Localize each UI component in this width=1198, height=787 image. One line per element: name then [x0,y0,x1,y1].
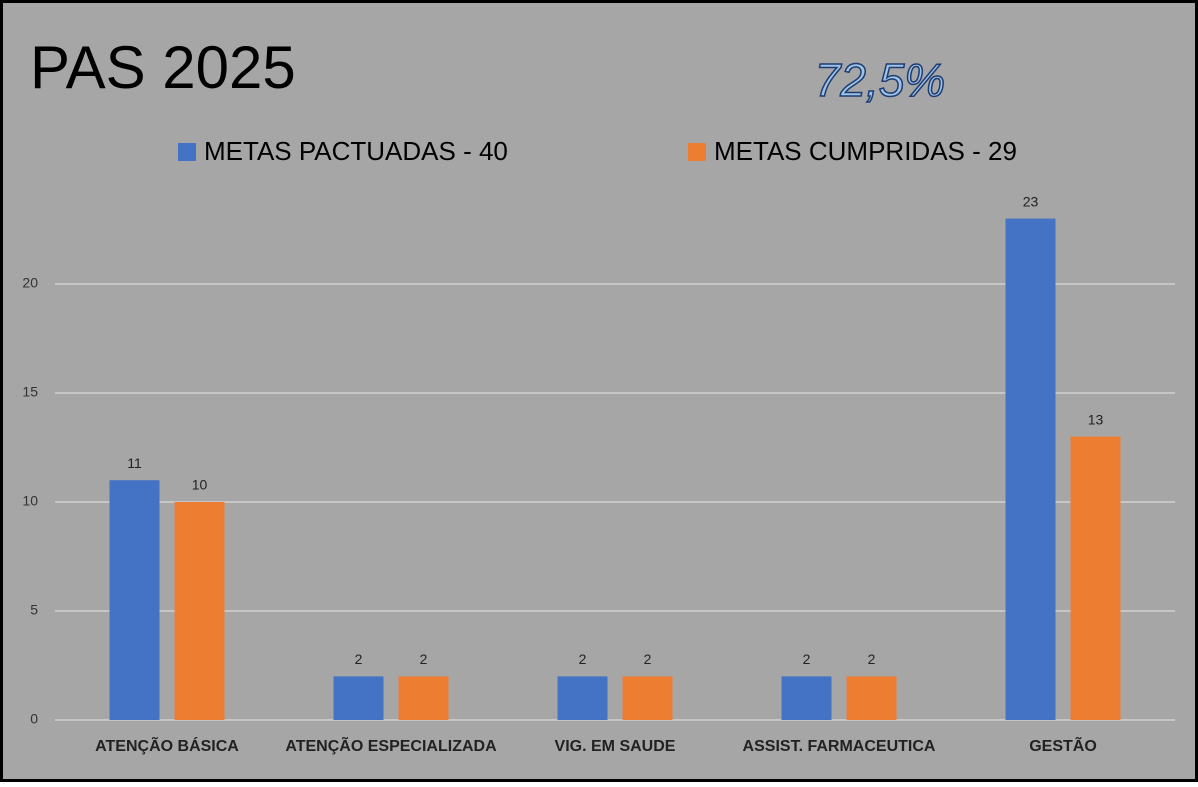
value-label: 13 [1088,411,1104,427]
value-label: 2 [420,651,428,667]
y-tick-label: 20 [22,275,38,291]
bar [781,676,832,720]
bar [174,502,225,720]
value-label: 2 [355,651,363,667]
bar [846,676,897,720]
annotation: 72,5% [815,54,945,106]
x-tick-label: GESTÃO [1029,735,1097,755]
x-tick-label: ATENÇÃO BÁSICA [95,735,239,755]
y-tick-label: 10 [22,493,38,509]
x-tick-label: ATENÇÃO ESPECIALIZADA [285,735,497,755]
legend-label: METAS PACTUADAS - 40 [204,136,508,166]
bar [398,676,449,720]
value-label: 11 [127,455,142,471]
y-tick-label: 0 [30,711,38,727]
bar [109,480,160,720]
x-tick-label: VIG. EM SAUDE [555,738,676,755]
chart-title: PAS 2025 [30,34,296,101]
value-label: 2 [644,651,652,667]
value-label: 2 [868,651,876,667]
y-tick-label: 15 [22,384,38,400]
bar [333,676,384,720]
y-tick-label: 5 [30,602,38,618]
legend-swatch [178,143,196,161]
value-label: 2 [803,651,811,667]
x-tick-label: ASSIST. FARMACEUTICA [743,738,936,755]
legend-swatch [688,143,706,161]
value-label: 2 [579,651,587,667]
bar [622,676,673,720]
value-label: 10 [192,477,208,493]
legend-label: METAS CUMPRIDAS - 29 [714,136,1017,166]
bar [1070,436,1121,720]
value-label: 23 [1023,193,1039,209]
bar [1005,218,1056,720]
bar [557,676,608,720]
